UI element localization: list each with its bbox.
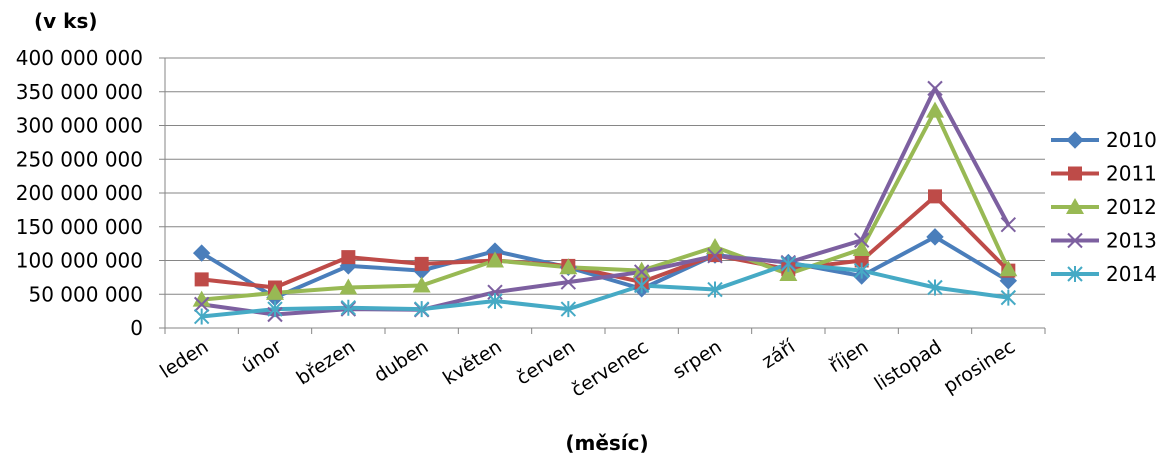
y-tick-label: 100 000 000 (16, 249, 143, 273)
legend-marker-2013-stroke (1067, 232, 1083, 249)
point-2013-říjen-stroke (853, 232, 870, 248)
point-2012-srpen (706, 238, 724, 254)
x-tick-label: červenec (567, 336, 652, 402)
x-tick-label: srpen (669, 336, 726, 384)
point-2010-listopad (926, 228, 944, 246)
x-tick-label: září (758, 335, 800, 373)
point-2012-prosinec (999, 260, 1018, 277)
point-2013-srpen-stroke (707, 248, 723, 264)
point-2013-říjen (853, 232, 870, 248)
y-tick-label: 400 000 000 (16, 46, 143, 70)
y-tick-label: 50 000 000 (28, 282, 143, 306)
point-2013-prosinec-stroke (1000, 217, 1017, 233)
legend-marker-2013 (1067, 232, 1083, 249)
point-2014-březen (340, 299, 357, 316)
point-2014-červen (560, 301, 577, 318)
point-2014-leden (193, 308, 210, 325)
x-tick-label: listopad (871, 336, 946, 395)
y-tick-label: 300 000 000 (16, 114, 143, 138)
point-2011-listopad (928, 189, 942, 204)
point-2013-červen (560, 274, 577, 290)
legend-label-2013: 2013 (1106, 229, 1157, 253)
x-tick-label: březen (293, 336, 359, 390)
legend-label-2011: 2011 (1106, 162, 1157, 186)
legend: 2010 2011 2012 2013 2014 (1051, 128, 1157, 286)
x-tick-label: únor (237, 336, 286, 378)
y-tick-label: 200 000 000 (16, 181, 143, 205)
x-tick-label: leden (156, 336, 212, 383)
point-2013-prosinec (1000, 217, 1017, 233)
point-2013-srpen (707, 248, 723, 264)
point-2014-srpen (707, 281, 723, 298)
x-tick-label: květen (439, 336, 506, 390)
x-tick-label: prosinec (940, 336, 1019, 398)
legend-marker-2014 (1067, 266, 1083, 282)
y-tick-label: 250 000 000 (16, 147, 143, 171)
point-2012-leden (192, 290, 211, 307)
series-lines (200, 86, 1011, 319)
legend-marker-2012 (1066, 198, 1084, 214)
point-2012-říjen (852, 240, 871, 257)
y-tick-label: 0 (130, 316, 143, 340)
point-2011-leden (194, 272, 209, 287)
point-2014-duben (413, 301, 430, 318)
point-2011-duben (414, 256, 429, 271)
series-line-2012 (201, 108, 1011, 302)
point-2014-prosinec (1000, 289, 1017, 306)
point-2013-listopad (927, 80, 943, 97)
point-2012-listopad (926, 101, 944, 118)
point-2013-červen-stroke (560, 274, 577, 290)
series-markers (192, 80, 1018, 325)
point-2012-březen (339, 278, 358, 295)
legend-label-2012: 2012 (1106, 195, 1157, 219)
legend-marker-2011 (1068, 166, 1082, 181)
point-2013-červenec (633, 264, 650, 280)
y-tick-label: 150 000 000 (16, 215, 143, 239)
point-2014-září (780, 255, 797, 272)
series-line-2011 (201, 194, 1010, 290)
point-2012-červen (559, 258, 578, 275)
point-2014-listopad (927, 279, 943, 296)
point-2012-květen (486, 251, 504, 268)
point-2013-leden-stroke (193, 296, 210, 313)
point-2013-leden (193, 296, 210, 313)
series-line-2014 (201, 261, 1009, 319)
y-axis-title: (v ks) (34, 9, 98, 33)
x-tick-label: říjen (825, 336, 872, 377)
point-2010-leden (192, 244, 211, 262)
point-2012-únor (266, 283, 284, 300)
point-2011-říjen (854, 253, 869, 268)
legend-marker-2010 (1066, 131, 1084, 149)
point-2014-červenec (633, 277, 650, 294)
x-tick-label: duben (370, 336, 432, 387)
y-tick-label: 350 000 000 (16, 80, 143, 104)
axes (159, 57, 1046, 334)
point-2011-březen (341, 250, 356, 265)
legend-label-2014: 2014 (1106, 262, 1157, 286)
point-2012-září (779, 265, 798, 281)
legend-label-2010: 2010 (1106, 128, 1157, 152)
point-2014-květen (487, 293, 503, 309)
point-2013-červenec-stroke (633, 264, 650, 280)
point-2013-listopad-stroke (927, 80, 943, 97)
x-axis-title: (měsíc) (565, 431, 648, 455)
gridlines (165, 57, 1045, 295)
point-2014-říjen (853, 262, 870, 279)
point-2012-červenec (632, 261, 651, 278)
point-2014-únor (267, 301, 283, 318)
point-2012-duben (412, 276, 431, 293)
